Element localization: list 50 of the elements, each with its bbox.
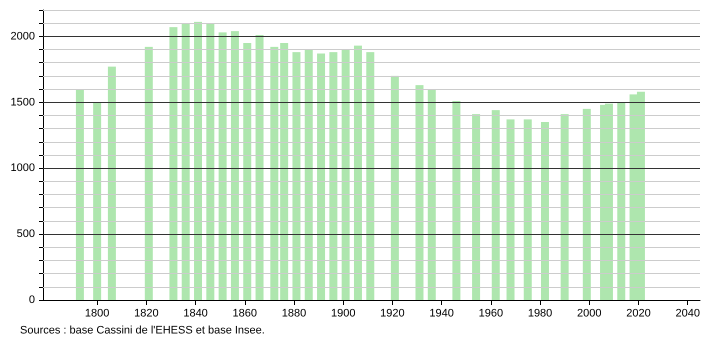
bar [540,122,549,300]
bar [617,102,626,300]
bar [218,32,227,300]
bar [524,119,532,300]
x-tick-label: 1980 [528,308,552,320]
bar [144,46,153,300]
bar [582,108,591,300]
bar [472,114,480,300]
bar [506,119,515,300]
x-tick-label: 1840 [183,308,208,320]
bar [390,76,399,300]
x-tick-label: 1800 [84,308,110,320]
bar [366,52,374,300]
bar [182,23,190,300]
bar [317,54,326,300]
y-tick-label: 0 [28,294,35,306]
bar [230,31,239,300]
x-tick-label: 1960 [478,308,504,320]
y-tick-label: 2000 [10,30,35,42]
bar [428,89,436,300]
x-tick-label: 1920 [380,308,405,320]
x-tick-label: 1880 [282,308,306,320]
x-tick-label: 2000 [577,308,602,320]
bar [76,89,84,300]
bar [243,42,252,300]
bar [108,66,116,300]
bar [169,27,178,300]
bar [342,50,350,300]
bar [206,23,214,300]
bar [560,114,569,300]
x-tick-label: 1900 [330,308,356,320]
bar [292,52,300,300]
bar [329,52,338,300]
y-tick-label: 500 [16,228,35,240]
source-note: Sources : base Cassini de l'EHESS et base Insee. [20,324,265,336]
bar [492,110,500,300]
x-tick-label: 1860 [232,308,258,320]
bar [304,50,313,300]
y-tick-label: 1500 [10,96,35,108]
x-tick-label: 2020 [626,308,651,320]
x-tick-label: 2040 [675,308,700,320]
y-tick-label: 1000 [10,162,35,174]
bar [93,102,102,300]
x-tick-label: 1940 [429,308,454,320]
bar [354,46,362,300]
bar [452,100,460,300]
x-tick-label: 1820 [134,308,159,320]
bar [415,85,424,300]
bar [256,35,264,300]
bar [194,22,202,300]
